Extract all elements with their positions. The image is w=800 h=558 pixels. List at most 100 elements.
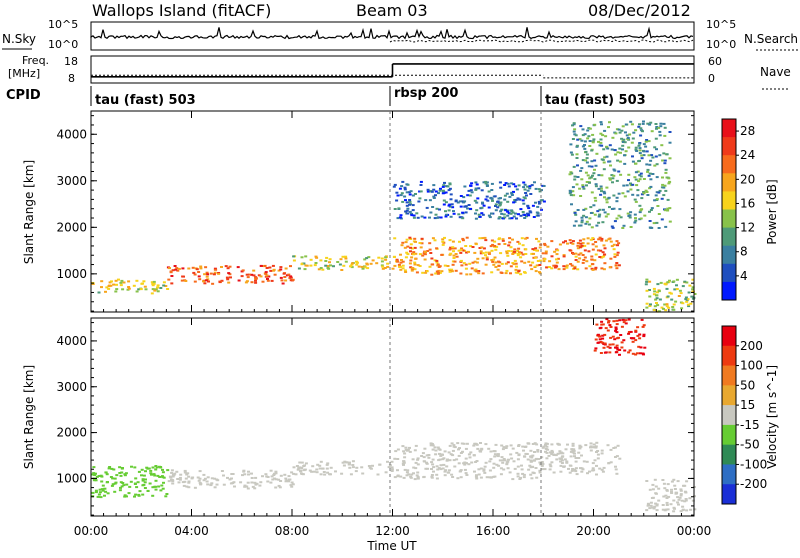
heat-cell xyxy=(675,284,678,287)
heat-cell xyxy=(376,473,380,476)
heat-cell xyxy=(416,471,420,474)
heat-cell xyxy=(447,204,451,207)
heat-cell xyxy=(562,255,566,258)
heat-cell xyxy=(637,345,641,348)
nave-label: Nave xyxy=(760,65,791,79)
heat-cell xyxy=(538,272,542,275)
heat-cell xyxy=(649,209,653,211)
heat-cell xyxy=(580,221,584,224)
heat-cell xyxy=(423,216,427,219)
heat-cell xyxy=(141,479,145,482)
heat-cell xyxy=(487,447,491,450)
heat-cell xyxy=(538,264,542,266)
heat-cell xyxy=(644,283,648,286)
heat-cell xyxy=(434,194,437,197)
heat-cell xyxy=(504,272,508,275)
heat-cell xyxy=(152,280,156,283)
heat-cell xyxy=(545,266,549,269)
heat-cell xyxy=(549,465,553,468)
heat-cell xyxy=(588,470,591,473)
heat-cell xyxy=(266,278,269,280)
freq-label-line1: Freq. xyxy=(22,54,49,67)
heat-cell xyxy=(691,297,695,300)
heat-cell xyxy=(416,264,420,267)
heat-cell xyxy=(603,211,607,214)
heat-cell xyxy=(666,209,670,212)
heat-cell xyxy=(643,214,647,217)
heat-cell xyxy=(92,466,96,469)
heat-cell xyxy=(604,135,608,138)
heat-cell xyxy=(503,216,507,219)
heat-cell xyxy=(302,469,306,472)
heat-cell xyxy=(404,446,408,449)
heat-cell xyxy=(469,184,473,187)
heat-cell xyxy=(524,237,528,240)
heat-cell xyxy=(691,278,695,281)
heat-cell xyxy=(100,480,104,483)
heat-cell xyxy=(653,146,657,149)
heat-cell xyxy=(433,217,437,220)
heat-cell xyxy=(459,205,463,208)
heat-cell xyxy=(566,443,569,446)
heat-cell xyxy=(319,259,323,262)
heat-cell xyxy=(647,503,650,506)
heat-cell xyxy=(607,462,611,465)
heat-cell xyxy=(510,192,514,195)
heat-cell xyxy=(588,127,592,130)
heat-cell xyxy=(170,469,174,472)
heat-cell xyxy=(639,209,643,212)
heat-cell xyxy=(615,196,619,199)
heat-cell xyxy=(146,490,150,492)
heat-cell xyxy=(380,260,384,263)
heat-cell xyxy=(178,476,182,479)
heat-cell xyxy=(487,252,491,255)
heat-cell xyxy=(526,189,530,192)
heat-cell xyxy=(627,146,631,149)
heat-cell xyxy=(380,257,384,260)
heat-cell xyxy=(520,237,524,240)
heat-cell xyxy=(578,239,582,242)
heat-cell xyxy=(314,262,318,264)
heat-cell xyxy=(524,248,528,251)
heat-cell xyxy=(441,467,445,470)
heat-cell xyxy=(402,461,406,464)
heat-cell xyxy=(319,460,323,463)
heat-cell xyxy=(462,442,466,445)
heat-cell xyxy=(227,281,231,284)
heat-cell xyxy=(424,199,428,202)
heat-cell xyxy=(414,240,417,243)
heat-cell xyxy=(616,244,619,247)
heat-cell xyxy=(118,472,122,474)
heat-cell xyxy=(396,260,400,263)
heat-cell xyxy=(664,309,668,312)
heat-cell xyxy=(290,485,294,488)
heat-cell xyxy=(516,197,520,200)
heat-cell xyxy=(575,153,579,156)
heat-cell xyxy=(113,490,117,493)
heat-cell xyxy=(407,473,411,476)
heat-cell xyxy=(264,275,268,278)
heat-cell xyxy=(677,503,680,506)
heat-cell xyxy=(618,349,622,351)
heat-cell xyxy=(392,185,396,188)
heat-cell xyxy=(171,269,175,272)
heat-cell xyxy=(410,473,414,476)
heat-cell xyxy=(154,288,158,291)
heat-cell xyxy=(658,154,662,157)
heat-cell xyxy=(484,263,488,266)
heat-cell xyxy=(298,461,302,464)
heat-cell xyxy=(92,472,96,475)
heat-cell xyxy=(590,149,594,152)
heat-cell xyxy=(137,470,141,473)
heat-cell xyxy=(266,476,270,478)
heat-cell xyxy=(475,460,479,462)
heat-cell xyxy=(393,457,397,460)
heat-cell xyxy=(430,273,434,276)
heat-cell xyxy=(590,160,594,163)
heat-cell xyxy=(593,168,596,171)
heat-cell xyxy=(681,302,685,305)
heat-cell xyxy=(100,286,103,289)
heat-cell xyxy=(505,461,509,464)
heat-cell xyxy=(556,452,560,455)
heat-cell xyxy=(594,445,598,448)
